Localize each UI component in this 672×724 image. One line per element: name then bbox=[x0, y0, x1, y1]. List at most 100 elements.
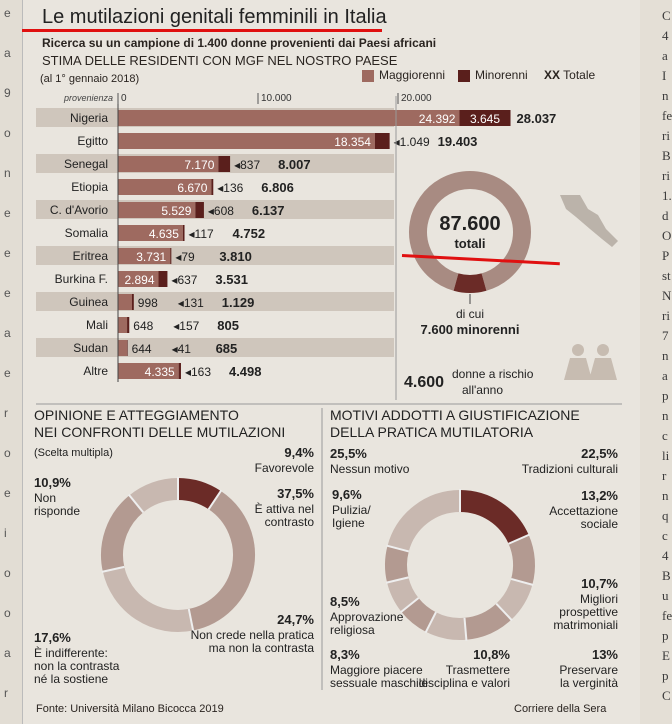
slice-divider bbox=[495, 602, 513, 622]
right-margin-fragment: u bbox=[662, 588, 669, 603]
donut-slice bbox=[387, 490, 461, 552]
italy-map-shape bbox=[560, 195, 618, 247]
bar-maggiorenni bbox=[118, 225, 183, 241]
right-margin-fragment: a bbox=[662, 368, 668, 383]
donut-slice bbox=[177, 478, 221, 510]
slice-divider bbox=[399, 597, 420, 614]
slice-label: Tradizioni culturali bbox=[522, 462, 618, 476]
data-label-maggiorenni: 648 bbox=[133, 319, 153, 333]
slice-pct: 8,5% bbox=[330, 594, 360, 609]
bar-maggiorenni bbox=[118, 133, 375, 149]
data-label-totale: 805 bbox=[217, 318, 239, 333]
slice-divider bbox=[187, 608, 195, 632]
data-label-maggiorenni: 3.731 bbox=[136, 250, 166, 264]
legend-label-minorenni: Minorenni bbox=[475, 68, 528, 82]
legend-minorenni: Minorenni bbox=[458, 68, 528, 82]
right-margin-fragment: 4 bbox=[662, 548, 669, 563]
slice-divider bbox=[424, 611, 437, 634]
source-note: Fonte: Università Milano Bicocca 2019 bbox=[36, 703, 224, 715]
left-margin-fragment: e bbox=[4, 486, 11, 500]
slice-pct: 9,6% bbox=[332, 487, 362, 502]
girl-figure-body bbox=[589, 358, 617, 380]
data-label-minorenni: ◂136 bbox=[217, 181, 243, 195]
slice-divider bbox=[101, 565, 125, 573]
legend-maggiorenni: Maggiorenni bbox=[362, 68, 445, 82]
data-label-minorenni: ◂637 bbox=[171, 273, 197, 287]
data-label-totale: 685 bbox=[216, 341, 238, 356]
section-title: DELLA PRATICA MUTILATORIA bbox=[330, 424, 534, 440]
credit-note: Corriere della Sera bbox=[514, 703, 607, 715]
slice-label: Accettazione bbox=[549, 504, 618, 518]
girl-figure-head bbox=[597, 344, 609, 356]
slice-label: non la contrasta bbox=[34, 659, 120, 673]
donut-slice bbox=[459, 490, 529, 545]
data-label-maggiorenni: 2.894 bbox=[124, 273, 154, 287]
bar-minorenni bbox=[178, 363, 181, 379]
data-label-minorenni: ◂117 bbox=[189, 227, 214, 241]
right-newspaper-column bbox=[640, 0, 672, 724]
data-label-minorenni: ◂837 bbox=[234, 158, 260, 172]
red-underline-mark bbox=[22, 29, 382, 32]
data-label-totale: 6.137 bbox=[252, 203, 285, 218]
girl-figure-head bbox=[572, 344, 584, 356]
category-label: Somalia bbox=[65, 226, 109, 240]
data-label-maggiorenni: 4.635 bbox=[149, 227, 179, 241]
right-margin-fragment: ri bbox=[662, 128, 670, 143]
bar-maggiorenni bbox=[118, 340, 128, 356]
girl-figure-body bbox=[564, 358, 592, 380]
section-title: MOTIVI ADDOTTI A GIUSTIFICAZIONE bbox=[330, 407, 580, 423]
left-margin-fragment: o bbox=[4, 446, 11, 460]
slice-pct: 8,3% bbox=[330, 647, 360, 662]
right-margin-fragment: c bbox=[662, 428, 668, 443]
bar-minorenni bbox=[158, 271, 168, 287]
right-margin-fragment: d bbox=[662, 208, 669, 223]
left-margin-fragment: i bbox=[4, 526, 7, 540]
data-label-minorenni: ◂131 bbox=[178, 296, 204, 310]
slice-pct: 22,5% bbox=[581, 446, 618, 461]
slice-label: Migliori bbox=[580, 592, 618, 606]
slice-label: sociale bbox=[581, 517, 619, 531]
category-label: Burkina F. bbox=[55, 272, 108, 286]
right-margin-fragment: P bbox=[662, 248, 670, 263]
bar-minorenni bbox=[195, 202, 204, 218]
data-label-totale: 6.806 bbox=[261, 180, 294, 195]
category-label: C. d'Avorio bbox=[50, 203, 108, 217]
category-label: Guinea bbox=[69, 295, 108, 309]
left-newspaper-column bbox=[0, 0, 22, 724]
category-label: Senegal bbox=[64, 157, 108, 171]
right-margin-fragment: r bbox=[662, 468, 667, 483]
donut-slice-minorenni bbox=[453, 273, 487, 293]
slice-pct: 24,7% bbox=[277, 612, 314, 627]
donut-slice bbox=[425, 612, 467, 640]
left-margin-fragment: e bbox=[4, 6, 11, 20]
category-label: Eritrea bbox=[73, 249, 109, 263]
right-margin-fragment: C bbox=[662, 688, 671, 703]
slice-label: contrasto bbox=[265, 515, 315, 529]
right-margin-fragment: p bbox=[662, 388, 669, 403]
donut-slice bbox=[495, 578, 533, 620]
left-margin-fragment: o bbox=[4, 606, 11, 620]
axis-label-provenienza: provenienza bbox=[63, 93, 113, 103]
slice-label: Nessun motivo bbox=[330, 462, 410, 476]
legend-swatch-minorenni bbox=[458, 69, 470, 82]
slice-pct: 37,5% bbox=[277, 486, 314, 501]
legend-label-maggiorenni: Maggiorenni bbox=[379, 68, 446, 82]
donut-slice bbox=[401, 597, 437, 632]
slice-label: la verginità bbox=[560, 676, 618, 690]
slice-label: Preservare bbox=[559, 663, 618, 677]
chart-heading: STIMA DELLE RESIDENTI CON MGF NEL NOSTRO… bbox=[42, 53, 398, 68]
right-margin-fragment: p bbox=[662, 628, 669, 643]
data-label-totale: 4.752 bbox=[233, 226, 266, 241]
data-label-minorenni: ◂1.049 bbox=[394, 135, 430, 149]
left-margin-fragment: e bbox=[4, 246, 11, 260]
slice-label: È attiva nel bbox=[255, 501, 314, 516]
bar-minorenni bbox=[374, 133, 390, 149]
bar-minorenni bbox=[211, 179, 214, 195]
left-margin-fragment: 9 bbox=[4, 86, 11, 100]
left-margin-fragment: a bbox=[4, 326, 11, 340]
bar-minorenni bbox=[170, 248, 172, 264]
left-margin-fragment: e bbox=[4, 366, 11, 380]
donut-note-b: 7.600 minorenni bbox=[421, 322, 520, 337]
right-margin-fragment: 7 bbox=[662, 328, 669, 343]
donut-center-label: totali bbox=[454, 236, 485, 251]
